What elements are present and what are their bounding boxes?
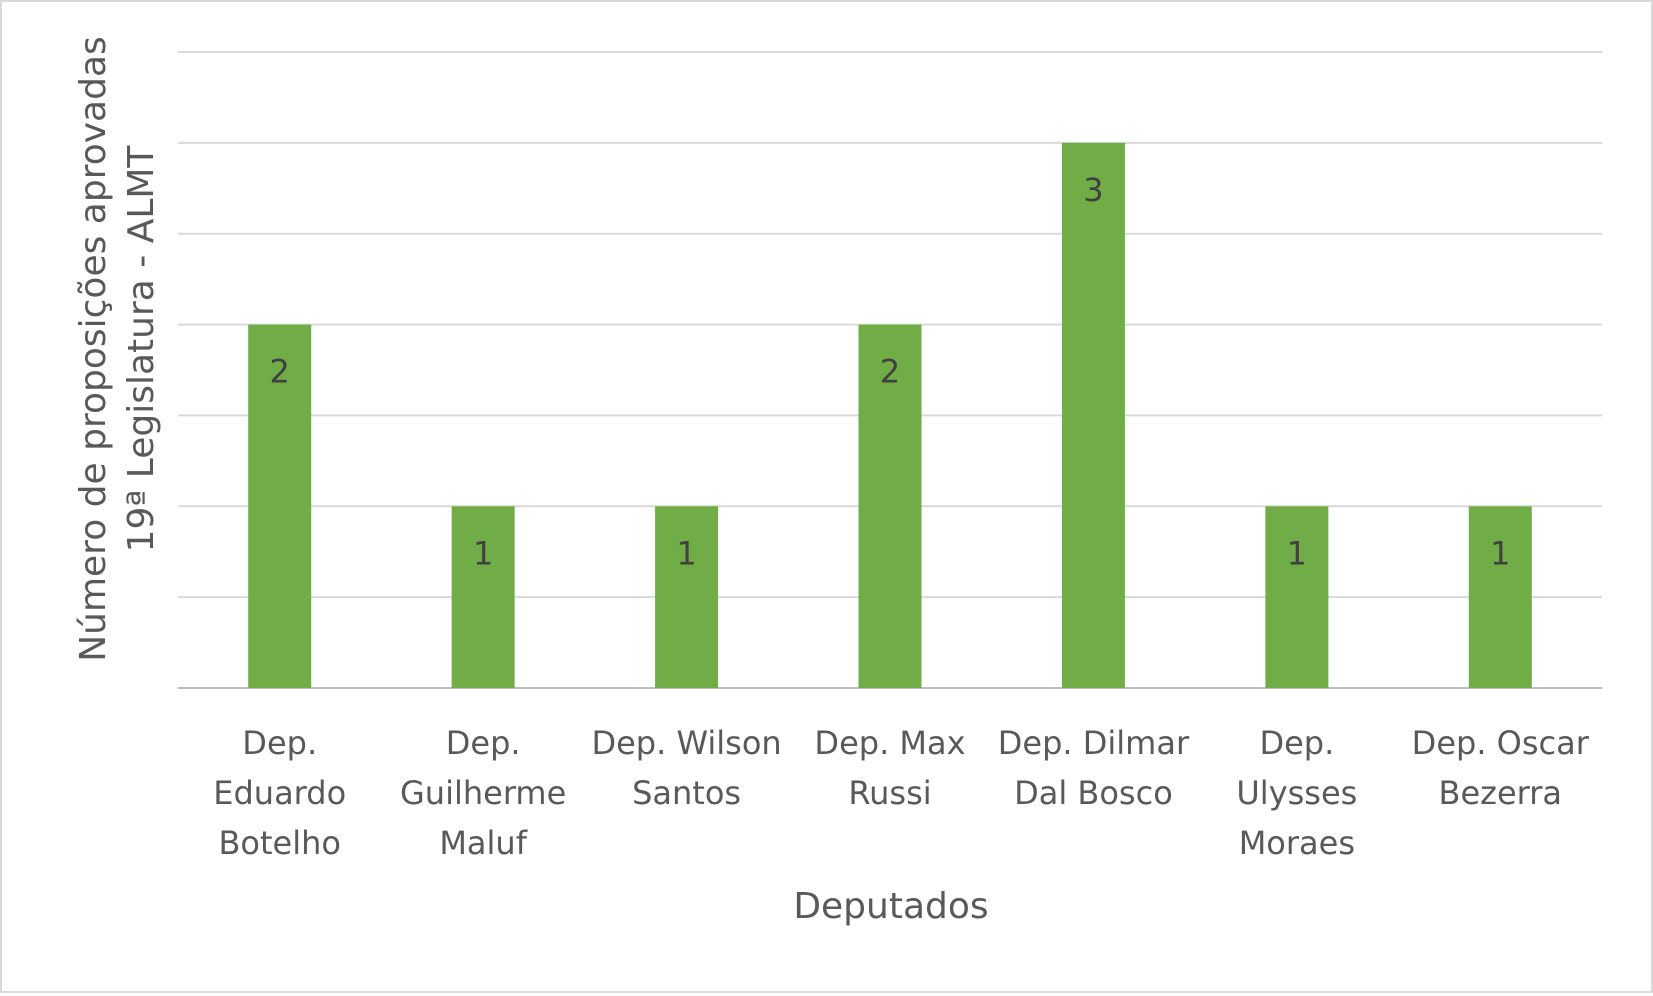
x-tick-label-line: Dep. Oscar — [1412, 724, 1590, 762]
x-tick-label-line: Eduardo — [213, 774, 346, 812]
bar — [1061, 142, 1125, 688]
x-tick-label-line: Dep. Wilson — [591, 724, 781, 762]
y-axis-title-line-1: Número de proposições aprovadas — [73, 36, 114, 662]
y-axis-title: Número de proposições aprovadas 19ª Legi… — [73, 36, 162, 662]
x-tick-label-line: Dep. — [1259, 724, 1334, 762]
x-tick-label-line: Botelho — [218, 824, 341, 862]
x-tick-label-line: Bezerra — [1439, 774, 1562, 812]
x-tick-label: Dep. Eduardo Botelho — [213, 724, 346, 862]
data-label: 1 — [1287, 534, 1307, 572]
x-tick-label: Dep. Dilmar Dal Bosco — [998, 724, 1190, 812]
x-tick-label: Dep. Ulysses Moraes — [1236, 724, 1357, 862]
x-tick-label-line: Ulysses — [1236, 774, 1357, 812]
x-tick-label-line: Dal Bosco — [1014, 774, 1173, 812]
x-tick-label-line: Maluf — [439, 824, 527, 862]
x-tick-label-line: Dep. — [242, 724, 317, 762]
x-tick-label-line: Guilherme — [400, 774, 566, 812]
x-tick-label-line: Dep. Max — [814, 724, 965, 762]
bar — [858, 324, 922, 688]
x-tick-label: Dep. Oscar Bezerra — [1412, 724, 1590, 812]
bar — [655, 506, 719, 688]
bar — [248, 324, 312, 688]
bar — [1468, 506, 1532, 688]
x-tick-label: Dep. Wilson Santos — [591, 724, 781, 812]
x-tick-label-line: Russi — [848, 774, 931, 812]
x-tick-label: Dep. Max Russi — [814, 724, 965, 812]
x-tick-label: Dep. Guilherme Maluf — [400, 724, 566, 862]
bar — [1265, 506, 1329, 688]
data-label: 3 — [1083, 171, 1103, 209]
data-label: 2 — [270, 353, 290, 391]
y-axis-title-line-2: 19ª Legislatura - ALMT — [121, 145, 162, 553]
x-tick-label-line: Moraes — [1239, 824, 1355, 862]
bar — [451, 506, 515, 688]
x-tick-label-line: Dep. — [446, 724, 521, 762]
data-label: 1 — [676, 534, 696, 572]
data-labels: 2 1 1 2 3 1 1 — [270, 171, 1511, 572]
bars — [248, 142, 1532, 688]
x-tick-label-line: Dep. Dilmar — [998, 724, 1190, 762]
data-label: 1 — [1490, 534, 1510, 572]
x-axis-title: Deputados — [793, 886, 988, 927]
x-tick-label-line: Santos — [632, 774, 741, 812]
data-label: 1 — [473, 534, 493, 572]
data-label: 2 — [880, 353, 900, 391]
